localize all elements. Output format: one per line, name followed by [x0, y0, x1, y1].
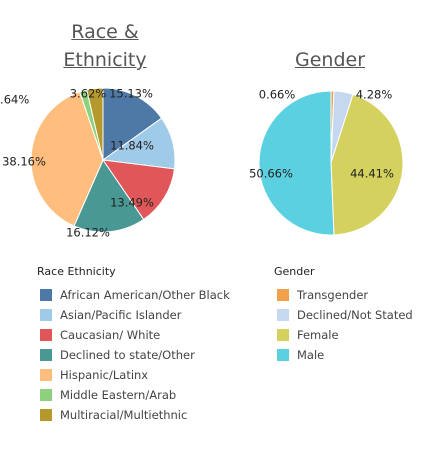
- race-legend-item-multiracial-multiethnic[interactable]: Multiracial/Multiethnic: [37, 405, 257, 425]
- race-data-label-caucasian-white: 13.49%: [110, 196, 154, 210]
- gender-pie-chart[interactable]: 0.66% 4.28% 44.41% 50.66%: [230, 80, 446, 250]
- race-legend-swatch: [40, 349, 52, 361]
- race-legend-items: African American/Other Black Asian/Pacifi…: [37, 285, 257, 425]
- race-legend-swatch: [40, 309, 52, 321]
- gender-legend-items: Transgender Declined/Not Stated Female Male: [274, 285, 444, 365]
- race-legend-swatch: [40, 369, 52, 381]
- race-legend-label: African American/Other Black: [60, 288, 230, 302]
- gender-data-label-declined-not-stated: 4.28%: [356, 88, 393, 102]
- race-slice-multiracial-multiethnic[interactable]: [86, 87, 104, 161]
- race-legend-label: Asian/Pacific Islander: [60, 308, 182, 322]
- gender-legend-item-declined-not-stated[interactable]: Declined/Not Stated: [274, 305, 444, 325]
- gender-legend-label: Female: [297, 328, 339, 342]
- gender-legend-label: Declined/Not Stated: [297, 308, 413, 322]
- race-legend-swatch: [40, 329, 52, 341]
- race-legend-item-caucasian-white[interactable]: Caucasian/ White: [37, 325, 257, 345]
- race-legend-label: Hispanic/Latinx: [60, 368, 149, 382]
- race-legend-label: Middle Eastern/Arab: [60, 388, 177, 402]
- race-legend-item-african-american-other-black[interactable]: African American/Other Black: [37, 285, 257, 305]
- race-data-label-african-american-other-black: 15.13%: [109, 87, 153, 101]
- gender-legend-item-male[interactable]: Male: [274, 345, 444, 365]
- gender-slice-female[interactable]: [330, 93, 404, 236]
- race-slice-african-american-other-black[interactable]: [102, 87, 163, 161]
- race-legend-item-middle-eastern-arab[interactable]: Middle Eastern/Arab: [37, 385, 257, 405]
- race-legend-title: Race Ethnicity: [37, 265, 116, 278]
- race-legend-swatch: [40, 389, 52, 401]
- race-slice-declined-to-state-other[interactable]: [73, 158, 145, 233]
- race-data-label-hispanic-latinx: 38.16%: [2, 155, 46, 169]
- race-title-line-1: Race &: [71, 21, 139, 43]
- gender-legend-item-transgender[interactable]: Transgender: [274, 285, 444, 305]
- gender-data-label-female: 44.41%: [350, 167, 394, 181]
- gender-legend-swatch: [277, 329, 289, 341]
- race-legend-item-asian-pacific-islander[interactable]: Asian/Pacific Islander: [37, 305, 257, 325]
- race-data-label-middle-eastern-arab: 1.64%: [0, 93, 29, 107]
- race-data-label-multiracial-multiethnic: 3.62%: [70, 87, 107, 101]
- race-data-label-declined-to-state-other: 16.12%: [66, 226, 110, 240]
- gender-legend-swatch: [277, 349, 289, 361]
- gender-data-label-male: 50.66%: [249, 167, 293, 181]
- race-chart-title: Race & Ethnicity: [40, 18, 170, 74]
- race-legend-label: Caucasian/ White: [60, 328, 161, 342]
- gender-legend-title: Gender: [274, 265, 315, 278]
- gender-legend: Gender Transgender Declined/Not Stated Fem…: [274, 265, 444, 365]
- race-pie-chart[interactable]: 15.13% 11.84% 13.49% 16.12% 38.16% 1.64% 3.62%: [0, 80, 230, 250]
- gender-legend-item-female[interactable]: Female: [274, 325, 444, 345]
- race-data-label-asian-pacific-islander: 11.84%: [110, 139, 154, 153]
- race-legend: Race Ethnicity African American/Other Bl…: [37, 265, 257, 425]
- gender-legend-swatch: [277, 309, 289, 321]
- race-title-line-2: Ethnicity: [63, 49, 147, 71]
- gender-title-line-1: Gender: [294, 49, 366, 71]
- race-slice-caucasian-white[interactable]: [101, 159, 176, 221]
- gender-slice-male[interactable]: [258, 90, 335, 236]
- gender-chart-title: Gender: [270, 46, 390, 74]
- race-slice-hispanic-latinx[interactable]: [30, 91, 104, 227]
- race-legend-swatch: [40, 289, 52, 301]
- gender-legend-label: Male: [297, 348, 325, 362]
- gender-legend-label: Transgender: [297, 288, 369, 302]
- race-legend-swatch: [40, 409, 52, 421]
- race-legend-label: Multiracial/Multiethnic: [60, 408, 188, 422]
- race-legend-item-declined-to-state-other[interactable]: Declined to state/Other: [37, 345, 257, 365]
- race-legend-item-hispanic-latinx[interactable]: Hispanic/Latinx: [37, 365, 257, 385]
- gender-data-label-transgender: 0.66%: [259, 88, 296, 102]
- race-legend-label: Declined to state/Other: [60, 348, 195, 362]
- gender-legend-swatch: [277, 289, 289, 301]
